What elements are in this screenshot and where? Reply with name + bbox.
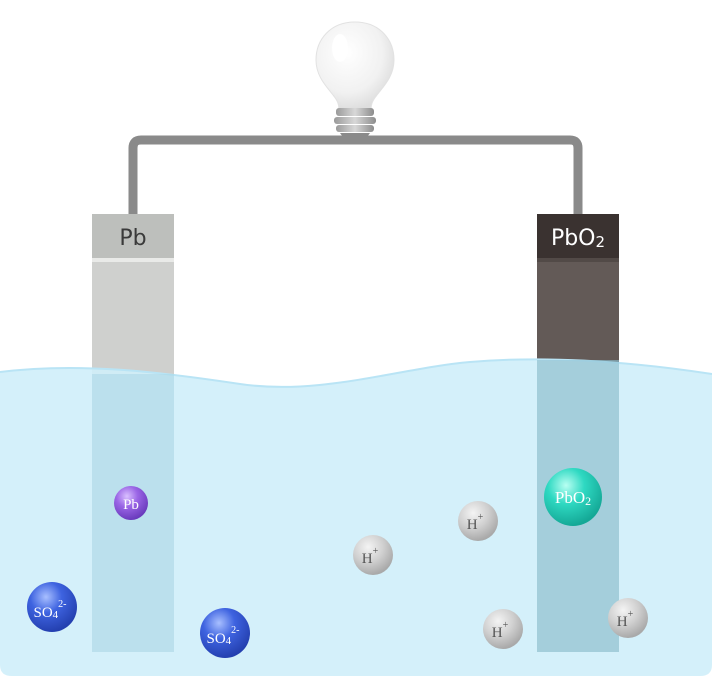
electrolyte-solution [0,359,712,676]
svg-text:H+: H+ [467,512,484,533]
pb-particle: Pb [114,486,148,520]
hydrogen-ion: H+ [483,609,523,649]
circuit-wire [128,135,583,215]
pbo2-particle: PbO2 [544,468,602,526]
hydrogen-ion: H+ [458,501,498,541]
light-bulb-icon [315,21,395,141]
svg-text:SO42-: SO42- [33,599,66,621]
hydrogen-ion: H+ [608,598,648,638]
svg-text:SO42-: SO42- [206,625,239,647]
svg-text:H+: H+ [492,620,509,641]
svg-text:H+: H+ [362,546,379,567]
sulfate-ion: SO42- [200,608,250,658]
cathode-label: PbO2 [551,226,605,251]
svg-text:Pb: Pb [123,497,139,513]
svg-text:PbO2: PbO2 [555,488,591,508]
sulfate-ion: SO42- [27,582,77,632]
anode-label: Pb [119,226,146,251]
hydrogen-ion: H+ [353,535,393,575]
svg-text:H+: H+ [617,609,634,630]
